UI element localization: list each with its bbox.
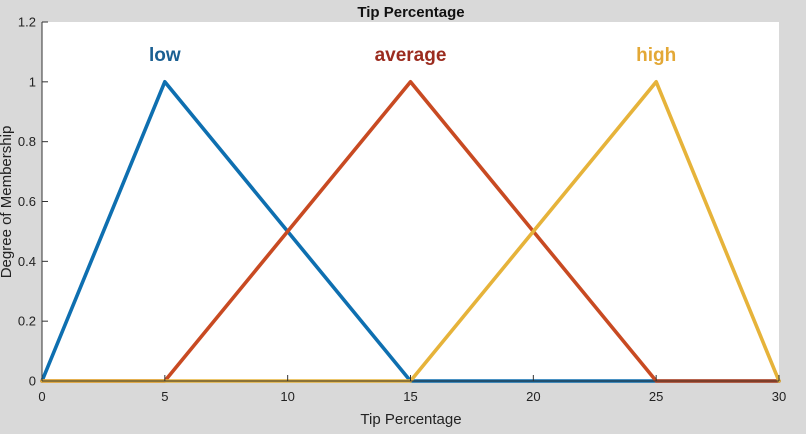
x-tick-label: 5 — [161, 389, 168, 404]
x-tick-label: 10 — [280, 389, 294, 404]
series-label-average: average — [375, 45, 447, 66]
x-tick-label: 0 — [38, 389, 45, 404]
plot-area — [42, 22, 779, 381]
y-tick-label: 0.6 — [18, 194, 36, 209]
ticks-layer: 0 5 10 15 20 25 30 0 0.2 0.4 0.6 0.8 1 1.2 — [18, 15, 786, 405]
x-tick-label: 25 — [649, 389, 663, 404]
x-tick-label: 30 — [772, 389, 786, 404]
y-axis-label: Degree of Membership — [0, 126, 15, 279]
y-tick-label: 0.8 — [18, 134, 36, 149]
y-tick-label: 0.2 — [18, 314, 36, 329]
y-tick-label: 0 — [29, 374, 36, 389]
series-labels: low average high — [149, 45, 676, 66]
x-tick-label: 15 — [403, 389, 417, 404]
x-axis-label: Tip Percentage — [360, 411, 461, 428]
y-tick-label: 1.2 — [18, 15, 36, 30]
series-label-high: high — [636, 45, 676, 66]
series-label-low: low — [149, 45, 181, 66]
chart-title: Tip Percentage — [357, 4, 464, 21]
y-tick-label: 1 — [29, 74, 36, 89]
x-tick-label: 20 — [526, 389, 540, 404]
y-tick-label: 0.4 — [18, 254, 36, 269]
